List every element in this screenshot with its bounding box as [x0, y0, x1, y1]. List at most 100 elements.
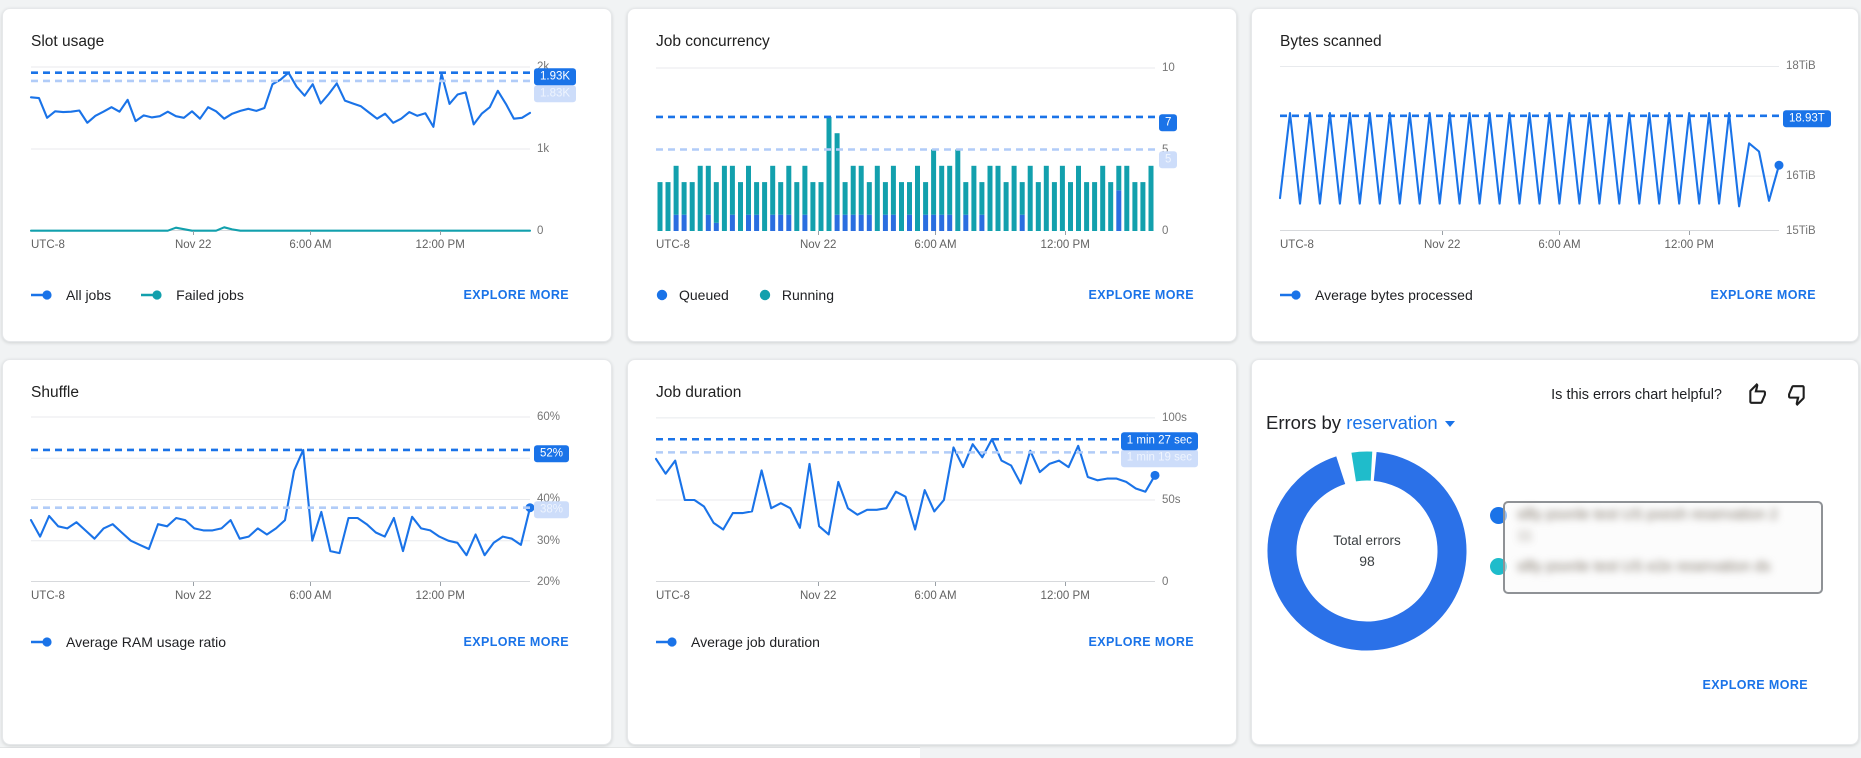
job_concurrency-avg-badge: 5 [1159, 150, 1178, 169]
job_duration-x-label: 6:00 AM [914, 590, 957, 602]
job_concurrency-max-badge: 7 [1159, 114, 1178, 132]
legend-item: Average bytes processed [1280, 287, 1473, 303]
bytes-scanned-title: Bytes scanned [1280, 33, 1382, 50]
job_concurrency-x-label: Nov 22 [799, 239, 837, 251]
card-shuffle: Shuffle Average RAM usage ratio EXPLORE … [2, 359, 612, 745]
legend-dot-blue [1490, 507, 1507, 524]
slot_usage-y-label: 1k [537, 142, 550, 155]
slot_usage-avg-badge: 1.83K [534, 84, 577, 103]
job_concurrency-x-tick [935, 231, 937, 235]
bytes-scanned-chart[interactable] [1278, 61, 1784, 231]
shuffle-y-label: 60% [537, 410, 561, 423]
bytes_scanned-y-label: 15TiB [1786, 224, 1816, 237]
job_concurrency-y-label: 10 [1162, 62, 1175, 74]
legend-label: Average bytes processed [1315, 287, 1473, 303]
slot-usage-legend: All jobs Failed jobs [31, 287, 244, 303]
job_duration-x-tick [818, 582, 820, 586]
slot_usage-x-label: 12:00 PM [415, 239, 465, 251]
slot-usage-footer: All jobs Failed jobs EXPLORE MORE [31, 284, 569, 306]
legend-item: Average RAM usage ratio [31, 634, 226, 650]
legend-line-dot-icon [141, 290, 162, 300]
shuffle-avg-badge: 38% [534, 500, 570, 519]
errors-legend-item-blurred-line2: 11 [1517, 527, 1533, 544]
legend-item: Running [759, 287, 834, 303]
errors-title-prefix: Errors by [1266, 412, 1342, 433]
legend-line-dot-icon [656, 637, 677, 647]
explore-more-link[interactable]: EXPLORE MORE [1710, 288, 1816, 302]
errors-dimension-dropdown[interactable]: reservation [1346, 412, 1455, 433]
slot_usage-x-tick [193, 231, 195, 235]
job_duration-x-label: 12:00 PM [1040, 590, 1090, 602]
job-duration-chart[interactable] [654, 412, 1160, 582]
thumbs-up-icon[interactable] [1742, 382, 1767, 407]
bytes_scanned-x-label: 12:00 PM [1664, 239, 1714, 251]
bytes-scanned-legend: Average bytes processed [1280, 287, 1473, 303]
legend-label: All jobs [66, 287, 112, 303]
shuffle-legend: Average RAM usage ratio [31, 634, 226, 650]
job-concurrency-chart[interactable] [656, 61, 1155, 231]
job_duration-x-tick [1065, 582, 1067, 586]
shuffle-x-label: 12:00 PM [415, 590, 465, 602]
job_duration-y-label: 50s [1162, 493, 1181, 506]
legend-label: Failed jobs [176, 287, 244, 303]
shuffle-title: Shuffle [31, 384, 79, 401]
explore-more-link[interactable]: EXPLORE MORE [1088, 635, 1194, 649]
errors-title: Errors by reservation [1266, 412, 1455, 434]
explore-more-link[interactable]: EXPLORE MORE [463, 288, 569, 302]
legend-item: All jobs [31, 287, 111, 303]
legend-label: Running [781, 287, 834, 303]
explore-more-link[interactable]: EXPLORE MORE [1702, 678, 1808, 692]
bytes-scanned-footer: Average bytes processed EXPLORE MORE [1280, 284, 1816, 306]
slot_usage-x-label: UTC-8 [31, 239, 65, 251]
bytes_scanned-x-tick [1442, 231, 1444, 235]
shuffle-footer: Average RAM usage ratio EXPLORE MORE [31, 631, 569, 653]
card-slot-usage: Slot usage All jobs Failed jobs EXPLORE M… [2, 8, 612, 342]
legend-label: Average RAM usage ratio [66, 634, 227, 650]
shuffle-x-label: UTC-8 [31, 590, 65, 602]
job-duration-footer: Average job duration EXPLORE MORE [656, 631, 1194, 653]
slot_usage-x-tick [440, 231, 442, 235]
bytes_scanned-max-badge: 18.93T [1783, 110, 1831, 128]
explore-more-link[interactable]: EXPLORE MORE [1088, 288, 1194, 302]
job_concurrency-x-label: UTC-8 [656, 239, 690, 251]
shuffle-y-label: 30% [537, 534, 561, 547]
explore-more-link[interactable]: EXPLORE MORE [463, 635, 569, 649]
job_duration-y-label: 0 [1162, 575, 1169, 588]
card-job-duration: Job duration Average job duration EXPLOR… [627, 359, 1237, 745]
legend-line-dot-icon [31, 290, 52, 300]
shuffle-x-tick [193, 582, 195, 586]
slot_usage-max-badge: 1.93K [534, 67, 577, 86]
job-concurrency-footer: Queued Running EXPLORE MORE [656, 284, 1194, 306]
bytes_scanned-y-label: 18TiB [1786, 60, 1816, 73]
shuffle-plot-svg [29, 416, 535, 582]
feedback-row: Is this errors chart helpful? [1551, 382, 1812, 407]
shuffle-chart[interactable] [29, 412, 535, 582]
job_duration-y-label: 100s [1162, 411, 1187, 424]
job_duration-x-label: UTC-8 [656, 590, 690, 602]
legend-dot-teal [1490, 558, 1507, 575]
slot_usage-plot-svg [29, 66, 532, 232]
legend-item: Failed jobs [141, 287, 244, 303]
shuffle-x-tick [440, 582, 442, 586]
slot_usage-x-tick [310, 231, 312, 235]
slot-usage-chart[interactable] [29, 61, 532, 232]
chevron-down-icon [1444, 421, 1455, 428]
slot-usage-title: Slot usage [31, 33, 105, 50]
shuffle-x-label: 6:00 AM [289, 590, 332, 602]
errors-donut-chart[interactable]: Total errors 98 [1267, 451, 1467, 651]
bytes_scanned-plot-svg [1278, 65, 1784, 231]
card-errors-by-reservation: Is this errors chart helpful? Errors by … [1251, 359, 1859, 745]
thumbs-down-icon[interactable] [1787, 382, 1812, 407]
card-job-concurrency: Job concurrency Queued Running EXPLORE MO… [627, 8, 1237, 342]
job-concurrency-legend: Queued Running [656, 287, 834, 303]
shuffle-max-badge: 52% [534, 445, 570, 463]
job_concurrency-x-label: 6:00 AM [914, 239, 957, 251]
shuffle-x-label: Nov 22 [174, 590, 212, 602]
bytes_scanned-x-label: UTC-8 [1280, 239, 1314, 251]
bytes_scanned-x-tick [1689, 231, 1691, 235]
job_duration-x-label: Nov 22 [799, 590, 837, 602]
donut-slice-blue [1267, 451, 1467, 651]
legend-dot-icon [656, 289, 668, 301]
donut-slice-teal [1351, 451, 1373, 482]
errors-legend-item-blurred: sllly psxnle test US e2e reservation ds [1517, 558, 1771, 575]
